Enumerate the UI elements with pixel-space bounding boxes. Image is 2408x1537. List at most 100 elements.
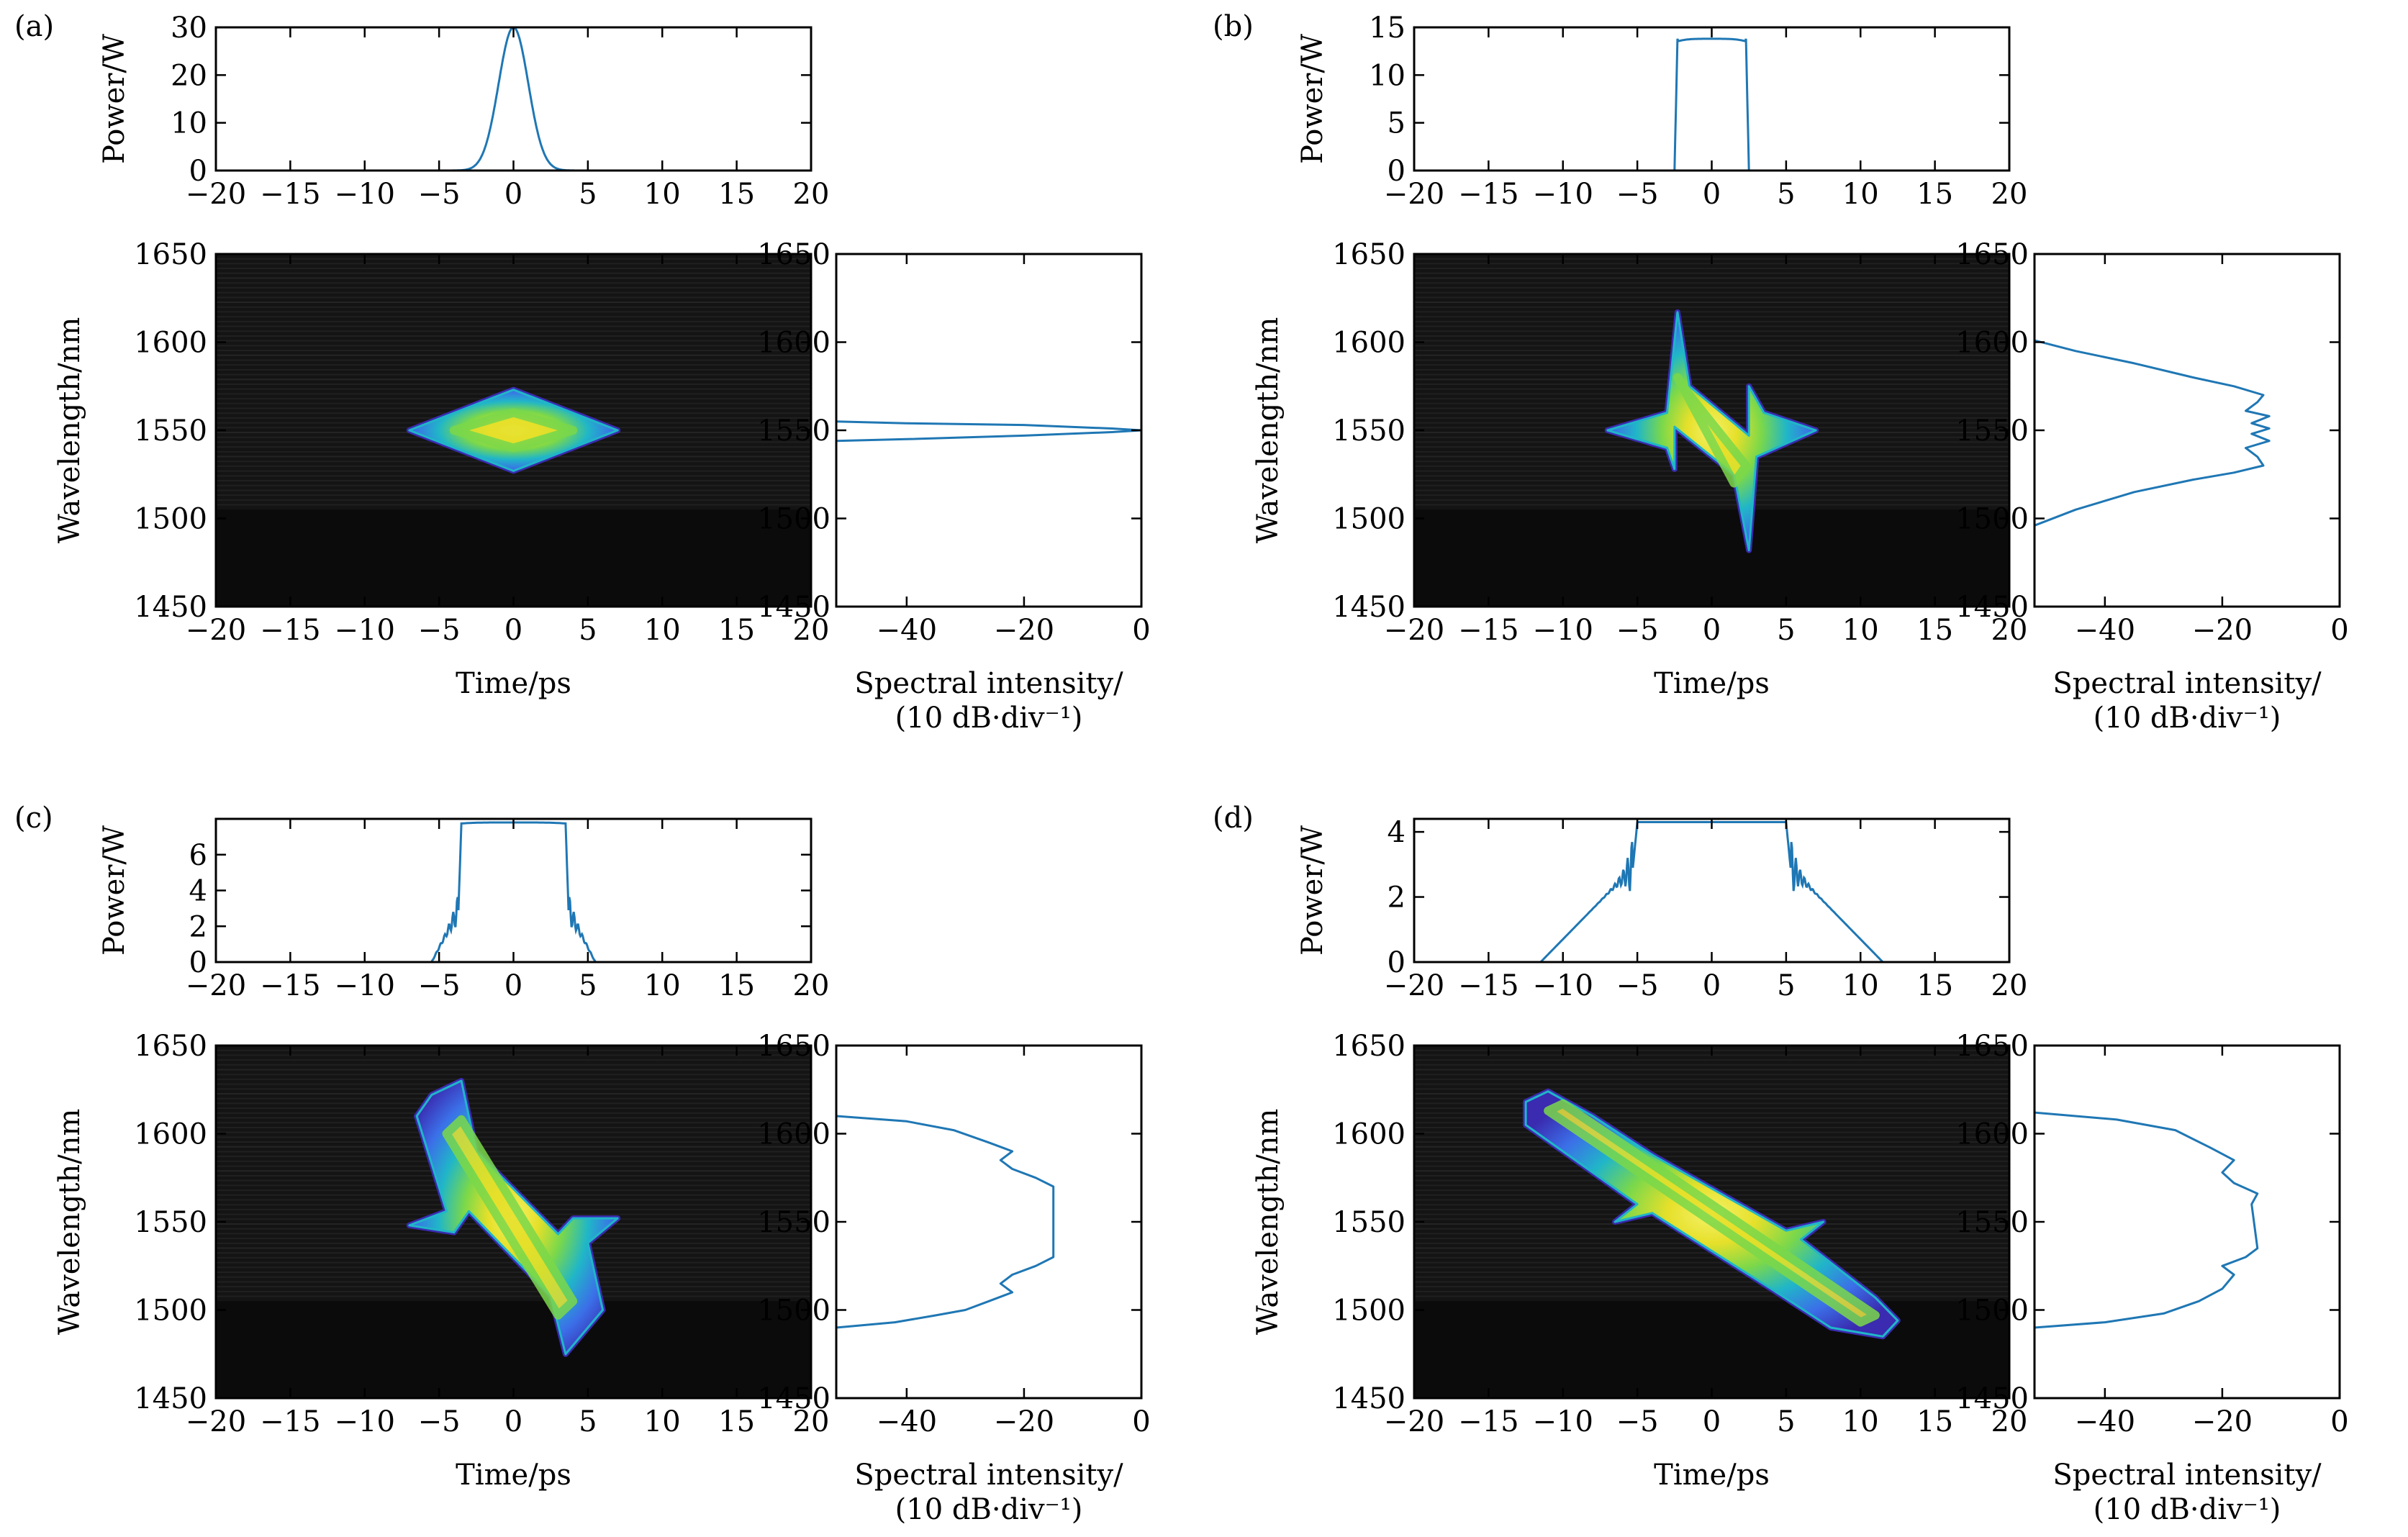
power-xtick-label: −10 xyxy=(335,969,395,1002)
power-xtick-label: 15 xyxy=(718,969,755,1002)
spectrogram-ylabel: Wavelength/nm xyxy=(53,317,86,544)
power-ylabel: Power/W xyxy=(98,34,131,164)
spectrogram-xtick-label: −5 xyxy=(1616,1405,1659,1438)
spectrum-xtick-label: −20 xyxy=(994,614,1054,647)
spectrogram-ytick-label: 1450 xyxy=(134,1382,207,1415)
spectrum-xlabel-line1: Spectral intensity/ xyxy=(854,667,1123,700)
power-ytick-label: 10 xyxy=(171,107,207,140)
spectrogram-xtick-label: 20 xyxy=(793,614,830,647)
spectrum-xtick-label: 0 xyxy=(1132,1405,1150,1438)
power-xtick-label: −20 xyxy=(1384,178,1444,211)
spectrogram-ytick-label: 1600 xyxy=(134,327,207,360)
spectrum-trace xyxy=(2034,1111,2259,1329)
power-xtick-label: 0 xyxy=(1703,178,1721,211)
spectrogram-ytick-label: 1500 xyxy=(134,503,207,536)
spectrogram-xtick-label: −15 xyxy=(260,614,320,647)
spectrum-xtick-label: −40 xyxy=(2075,1405,2135,1438)
power-xtick-label: 20 xyxy=(793,178,830,211)
spectrogram-ytick-label: 1600 xyxy=(1332,1118,1406,1151)
spectrogram-xtick-label: −5 xyxy=(418,614,461,647)
power-xtick-label: 0 xyxy=(504,969,522,1002)
power-xtick-label: 20 xyxy=(1991,969,2028,1002)
spectrogram-core xyxy=(1673,373,1751,488)
spectrum-ytick-label: 1450 xyxy=(1955,1382,2029,1415)
power-xtick-label: −15 xyxy=(260,969,320,1002)
spectrogram-xtick-label: 10 xyxy=(644,614,681,647)
spectrum-ytick-label: 1550 xyxy=(1955,1206,2029,1239)
spectrogram-ytick-label: 1500 xyxy=(1332,503,1406,536)
panel-a: (a)−20 −15 −10 −5 0 5 10 15 200102030Power/W−20−… xyxy=(14,10,1151,735)
spectrogram-xtick-label: −10 xyxy=(335,614,395,647)
spectrum-xlabel-line1: Spectral intensity/ xyxy=(2052,1459,2322,1492)
power-plot-area xyxy=(1414,819,2009,962)
power-xtick-label: 10 xyxy=(1842,178,1879,211)
spectrogram-ylabel: Wavelength/nm xyxy=(53,1109,86,1336)
spectrogram-xtick-label: −5 xyxy=(418,1405,461,1438)
spectrogram-xtick-label: −15 xyxy=(260,1405,320,1438)
spectrogram-ytick-label: 1450 xyxy=(1332,1382,1406,1415)
spectrogram-xtick-label: 10 xyxy=(644,1405,681,1438)
power-xtick-label: 10 xyxy=(644,969,681,1002)
spectrum-xtick-label: −40 xyxy=(2075,614,2135,647)
power-xtick-label: 10 xyxy=(644,178,681,211)
power-xtick-label: 5 xyxy=(579,178,597,211)
spectrogram-ytick-label: 1500 xyxy=(1332,1295,1406,1328)
spectrum-ytick-label: 1500 xyxy=(757,503,830,536)
spectrum-xlabel-line2: (10 dB·div⁻¹) xyxy=(2094,702,2281,735)
spectrogram-xtick-label: −10 xyxy=(1533,1405,1593,1438)
spectrum-plot-area xyxy=(2034,254,2340,607)
panel-letter: (a) xyxy=(14,10,54,43)
power-ytick-label: 4 xyxy=(1388,816,1406,849)
spectrogram-xtick-label: 5 xyxy=(579,1405,597,1438)
spectrogram-xtick-label: −15 xyxy=(1458,614,1518,647)
spectrogram-xlabel: Time/ps xyxy=(1654,667,1770,700)
power-ytick-label: 4 xyxy=(189,875,207,908)
power-ylabel: Power/W xyxy=(1296,34,1329,164)
panel-d: (d) −20 −15 −10 −5 0 5 10 15 20 0 2 4 Power/W −20 −15 −1… xyxy=(1213,802,2349,1526)
spectrogram-xtick-label: 5 xyxy=(1777,1405,1795,1438)
power-ytick-label: 0 xyxy=(189,946,207,979)
spectrum-ytick-label: 1550 xyxy=(757,414,830,448)
spectrum-ytick-label: 1650 xyxy=(1955,238,2029,271)
spectrogram-ytick-label: 1500 xyxy=(134,1295,207,1328)
spectrum-plot-area xyxy=(836,254,1141,607)
power-ytick-label: 30 xyxy=(171,12,207,45)
spectrogram-ytick-label: 1550 xyxy=(1332,414,1406,448)
spectrogram-xtick-label: 20 xyxy=(1991,614,2028,647)
spectrum-ytick-label: 1600 xyxy=(757,327,830,360)
power-xtick-label: −15 xyxy=(1458,178,1518,211)
spectrum-xlabel-line1: Spectral intensity/ xyxy=(854,1459,1123,1492)
spectrogram-xlabel: Time/ps xyxy=(456,667,571,700)
power-ylabel: Power/W xyxy=(1296,825,1329,956)
power-xtick-label: −15 xyxy=(260,178,320,211)
spectrogram-xtick-label: −10 xyxy=(335,1405,395,1438)
power-xtick-label: −20 xyxy=(1384,969,1444,1002)
spectrogram-xtick-label: 15 xyxy=(1916,1405,1953,1438)
spectrum-xlabel-line2: (10 dB·div⁻¹) xyxy=(2094,1493,2281,1526)
spectrum-ytick-label: 1500 xyxy=(757,1295,830,1328)
spectrum-ytick-label: 1500 xyxy=(1955,503,2029,536)
panel-letter: (b) xyxy=(1213,10,1254,43)
spectrum-ytick-label: 1550 xyxy=(1955,414,2029,448)
spectrum-ytick-label: 1450 xyxy=(757,591,830,624)
power-xtick-label: −20 xyxy=(186,969,246,1002)
spectrogram-xtick-label: −5 xyxy=(1616,614,1659,647)
power-xtick-label: −5 xyxy=(1616,969,1659,1002)
spectrogram-xtick-label: 10 xyxy=(1842,614,1879,647)
spectrogram-core xyxy=(1544,1099,1880,1327)
spectrum-ytick-label: 1600 xyxy=(1955,1118,2029,1151)
spectrogram-xtick-label: −20 xyxy=(1384,1405,1444,1438)
spectrum-xtick-label: −20 xyxy=(2192,1405,2253,1438)
spectrogram-xtick-label: 0 xyxy=(504,1405,522,1438)
spectrum-xlabel-line2: (10 dB·div⁻¹) xyxy=(895,702,1083,735)
spectrogram-ytick-label: 1550 xyxy=(134,414,207,448)
spectrogram-ytick-label: 1650 xyxy=(1332,238,1406,271)
power-xtick-label: −20 xyxy=(186,178,246,211)
power-ytick-label: 0 xyxy=(189,155,207,188)
spectrogram-xtick-label: 0 xyxy=(1703,1405,1721,1438)
spectrogram-xtick-label: 20 xyxy=(1991,1405,2028,1438)
power-xtick-label: −10 xyxy=(1533,969,1593,1002)
power-ytick-label: 2 xyxy=(189,910,207,943)
spectrogram-ytick-label: 1600 xyxy=(134,1118,207,1151)
